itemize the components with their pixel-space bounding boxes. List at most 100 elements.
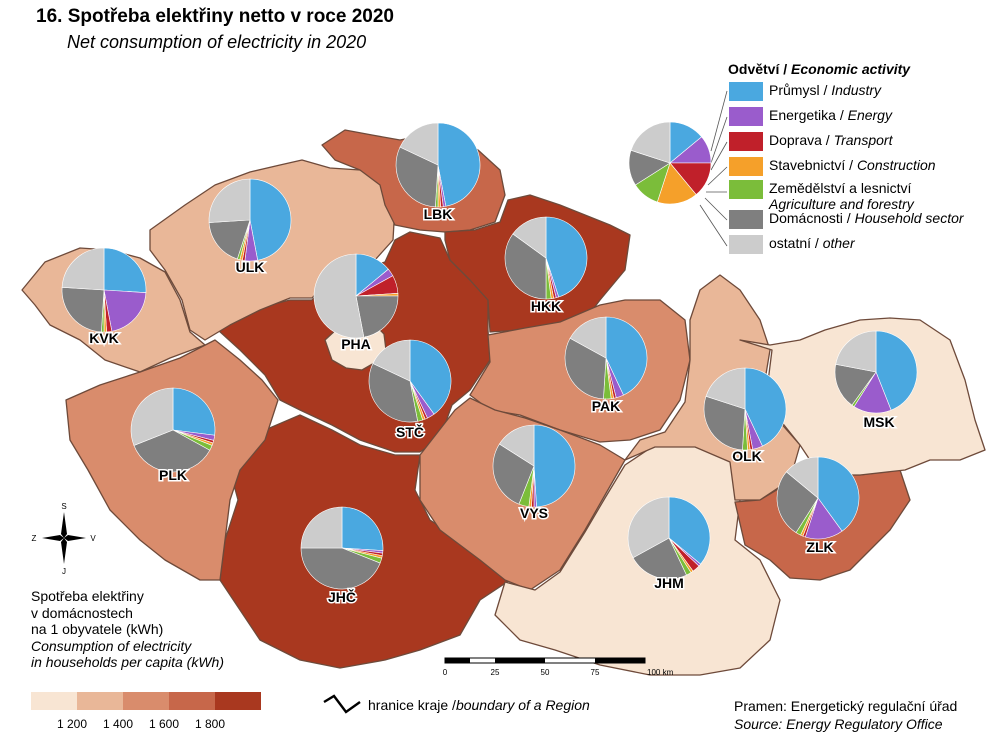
consumption-class-swatch-2 — [123, 692, 169, 710]
pie-olk-slice-5 — [703, 395, 746, 451]
pie-legend-item-6: ostatní / other — [729, 235, 855, 257]
region-label-jhč: JHČ — [328, 588, 356, 605]
pie-legend-title: Odvětví / Economic activity — [728, 61, 911, 77]
pie-ulk-slice-5 — [208, 219, 251, 260]
consumption-break-label-0: 1 200 — [57, 717, 88, 731]
consumption-legend: Spotřeba elektřiny v domácnostech na 1 o… — [31, 588, 224, 670]
pie-jhč-slice-5 — [300, 547, 381, 590]
pie-zlk-slice-6 — [785, 456, 819, 499]
pie-zlk-slice-0 — [817, 456, 860, 532]
region-label-kvk: KVK — [89, 330, 119, 346]
pie-ulk-slice-6 — [208, 178, 251, 223]
scale-label-4: 100 km — [647, 668, 674, 677]
pie-hkk-slice-5 — [504, 233, 547, 300]
scale-label-2: 50 — [541, 668, 550, 677]
pie-legend-label-6: ostatní / other — [769, 235, 855, 251]
legend-leader-line-5 — [704, 197, 728, 221]
pie-legend-swatch-0 — [729, 82, 763, 101]
pie-pha-slice-5 — [355, 295, 399, 338]
legend-leader-line-2 — [710, 141, 728, 171]
pie-legend-label-0: Průmysl / Industry — [769, 82, 882, 98]
scale-label-3: 75 — [591, 668, 600, 677]
pie-jhm-slice-5 — [632, 537, 687, 580]
pie-legend-label-4: Zemědělství a lesnictví Agriculture and f… — [769, 180, 914, 212]
pie-olk-slice-0 — [744, 367, 787, 447]
pie-kvk-slice-5 — [61, 287, 105, 333]
pie-legend-item-2: Doprava / Transport — [729, 132, 892, 154]
pie-legend-label-3: Stavebnictví / Construction — [769, 157, 936, 173]
pie-zlk — [776, 456, 860, 540]
pie-stč — [368, 339, 452, 423]
region-label-plk: PLK — [159, 467, 187, 483]
pie-kvk-slice-1 — [103, 289, 147, 332]
pie-legend-swatch-2 — [729, 132, 763, 151]
pie-stč-slice-5 — [368, 363, 419, 423]
pie-pha — [313, 253, 399, 339]
pie-pak-slice-5 — [564, 337, 607, 400]
pie-msk-slice-5 — [834, 363, 877, 406]
pie-legend-label-1: Energetika / Energy — [769, 107, 892, 123]
region-label-lbk: LBK — [424, 206, 453, 222]
boundary-line-icon — [323, 694, 361, 714]
pie-jhm — [627, 496, 711, 580]
legend-leader-line-6 — [699, 204, 728, 247]
consumption-break-label-3: 1 800 — [195, 717, 226, 731]
legend-pie-slice-6 — [630, 121, 671, 164]
region-label-msk: MSK — [863, 414, 894, 430]
pie-plk — [130, 387, 216, 473]
scale-label-0: 0 — [443, 668, 448, 677]
region-label-olk: OLK — [732, 448, 762, 464]
legend-leader-line-1 — [710, 116, 728, 164]
region-label-pha: PHA — [341, 336, 371, 352]
pie-jhm-slice-6 — [627, 496, 670, 559]
pie-pak-slice-0 — [605, 316, 648, 396]
boundary-legend: hranice kraje / boundary of a Region — [322, 692, 590, 718]
region-label-hkk: HKK — [531, 298, 561, 314]
region-label-vys: VYS — [520, 505, 548, 521]
pie-msk-slice-0 — [875, 330, 918, 411]
scale-label-1: 25 — [491, 668, 500, 677]
pie-olk-slice-6 — [705, 367, 746, 410]
pie-legend-label-5: Domácnosti / Household sector — [769, 210, 964, 226]
pie-vys-slice-6 — [498, 424, 535, 467]
pie-hkk — [504, 216, 588, 300]
pie-ulk — [208, 178, 292, 262]
pie-pak-slice-6 — [569, 316, 607, 359]
pie-stč-slice-6 — [372, 339, 411, 382]
consumption-break-label-1: 1 400 — [103, 717, 134, 731]
pie-jhč-slice-6 — [300, 506, 343, 549]
pie-olk — [703, 367, 787, 451]
pie-legend-swatch-5 — [729, 210, 763, 229]
pie-zlk-slice-5 — [776, 471, 819, 534]
pie-ulk-slice-0 — [249, 178, 292, 261]
region-label-ulk: ULK — [236, 259, 265, 275]
region-label-zlk: ZLK — [806, 539, 833, 555]
map-subtitle: Net consumption of electricity in 2020 — [67, 32, 367, 52]
pie-legend-item-4: Zemědělství a lesnictví Agriculture and f… — [729, 180, 914, 212]
consumption-break-label-2: 1 600 — [149, 717, 180, 731]
pie-jhm-slice-0 — [668, 496, 711, 565]
legend-pie — [628, 121, 712, 205]
pie-msk — [834, 330, 918, 414]
pie-legend-item-3: Stavebnictví / Construction — [729, 157, 936, 179]
pie-jhč-slice-0 — [341, 506, 384, 551]
pie-legend-item-5: Domácnosti / Household sector — [729, 210, 964, 232]
pie-pha-slice-6 — [313, 253, 365, 339]
pie-vys-slice-5 — [492, 443, 535, 505]
pie-legend-swatch-1 — [729, 107, 763, 126]
pie-hkk-slice-6 — [512, 216, 547, 259]
compass-west: Z — [32, 534, 37, 543]
pie-stč-slice-0 — [409, 339, 452, 415]
pie-lbk — [395, 122, 481, 208]
pie-pak — [564, 316, 648, 400]
compass-rose: S J Z V — [32, 502, 97, 576]
compass-north: S — [61, 502, 66, 511]
source-note: Pramen: Energetický regulační úřad Sourc… — [734, 698, 958, 732]
pie-plk-slice-5 — [133, 429, 211, 473]
region-label-jhm: JHM — [654, 575, 684, 591]
pie-plk-slice-0 — [172, 387, 216, 436]
legend-leader-line-3 — [707, 166, 728, 186]
legend-leader-line-0 — [710, 90, 728, 152]
pie-legend-label-2: Doprava / Transport — [769, 132, 893, 148]
